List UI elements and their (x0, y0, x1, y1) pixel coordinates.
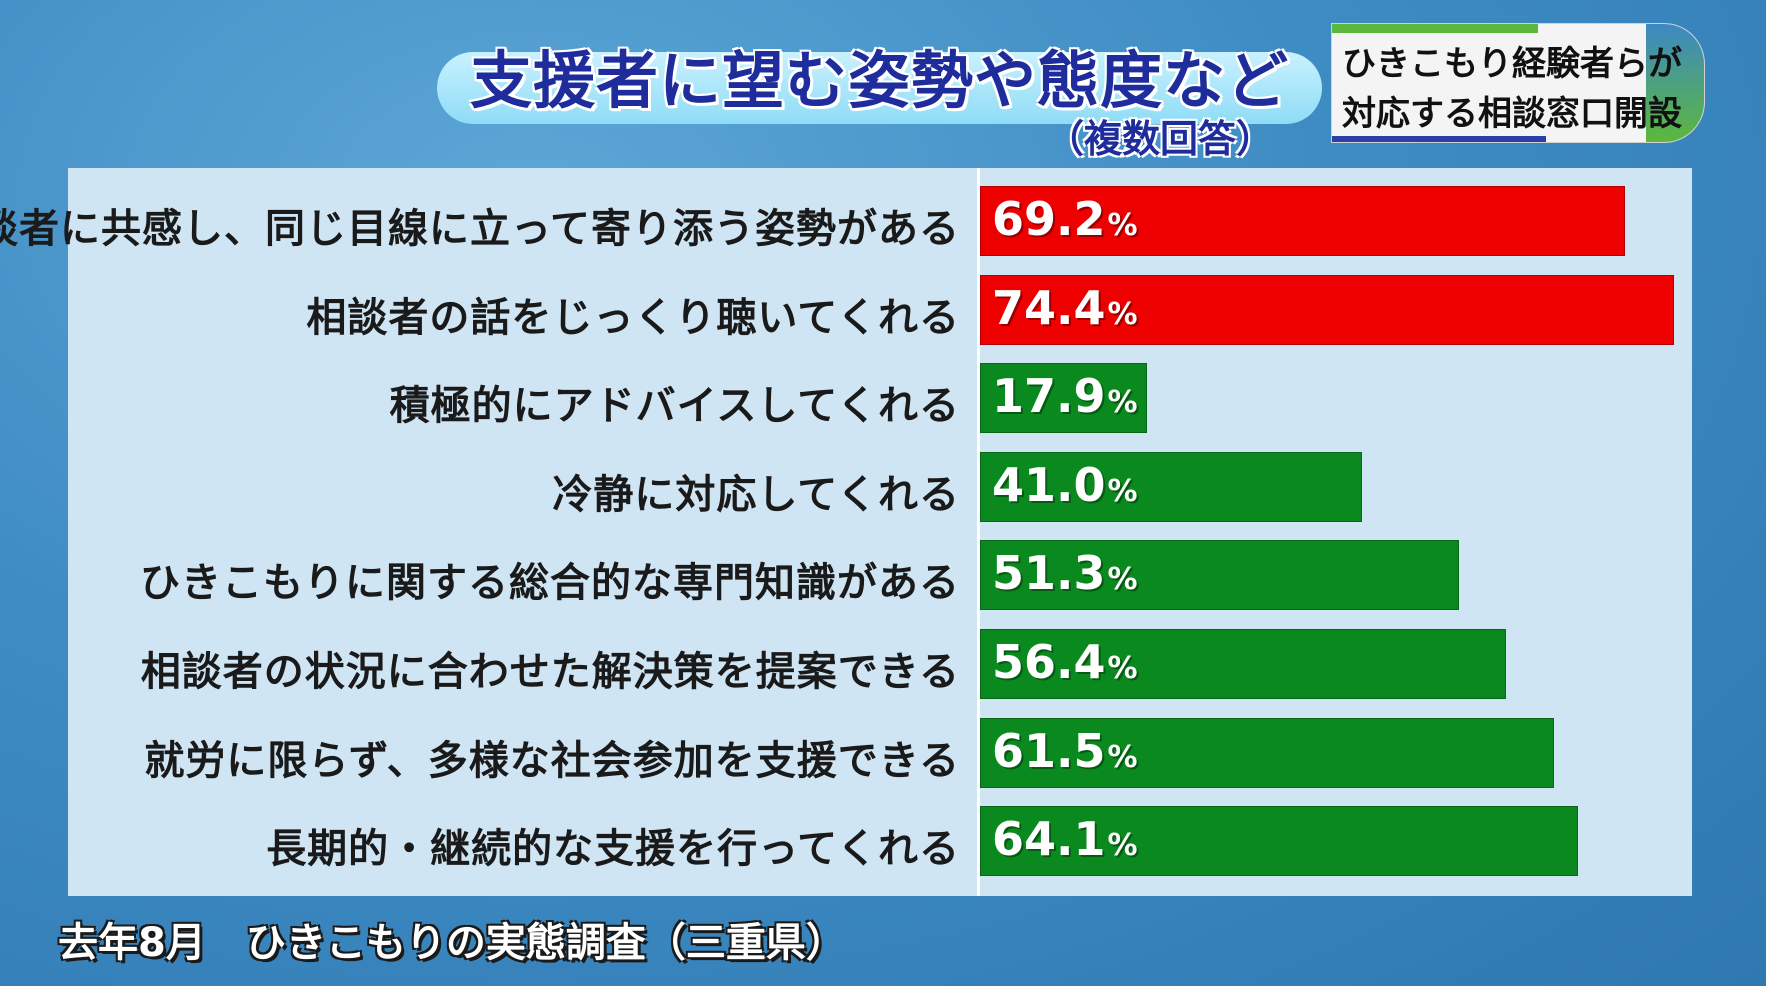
title-background (437, 52, 1322, 124)
bar-value-label: 74.4% (992, 281, 1138, 335)
chart-axis-line (977, 168, 980, 896)
side-caption-line-1: ひきこもり経験者らが (1342, 44, 1682, 84)
bar-value-unit: % (1107, 651, 1138, 686)
bar-value-unit: % (1107, 385, 1138, 421)
category-label: 相談者の話をじっくり聴いてくれる (306, 294, 960, 341)
bar-value-unit: % (1107, 208, 1138, 243)
category-label: 相談者の状況に合わせた解決策を提案できる (140, 649, 960, 695)
bar-value-unit: % (1107, 562, 1138, 598)
bar (980, 806, 1578, 877)
bar-value-label: 17.9% (992, 369, 1138, 423)
bar-value-unit: % (1107, 739, 1138, 775)
bar-value-label: 64.1% (992, 812, 1138, 866)
category-label: 冷静に対応してくれる (552, 471, 960, 518)
bar-value-number: 61.5 (992, 723, 1106, 778)
bar-value-label: 41.0% (992, 458, 1138, 512)
category-label: 相談者に共感し、同じ目線に立って寄り添う姿勢がある (0, 206, 960, 252)
bar-value-number: 17.9 (992, 369, 1106, 424)
category-label: 積極的にアドバイスしてくれる (389, 383, 960, 430)
bar-value-unit: % (1107, 473, 1138, 509)
bar-value-unit: % (1107, 296, 1138, 332)
bar (980, 451, 1363, 522)
bar-value-label: 61.5% (992, 724, 1138, 778)
chart-subtitle: （複数回答） (1045, 117, 1274, 161)
bar (980, 186, 1626, 256)
bar (980, 629, 1507, 699)
bar-value-number: 41.0 (992, 457, 1106, 512)
category-label: 長期的・継続的な支援を行ってくれる (266, 826, 960, 873)
side-caption-accent-bottom (1332, 136, 1546, 142)
bar (980, 717, 1554, 788)
category-label: ひきこもりに関する総合的な専門知識がある (140, 560, 960, 607)
bar-value-number: 74.4 (992, 280, 1106, 335)
category-label: 就労に限らず、多様な社会参加を支援できる (144, 737, 960, 784)
chart-title: 支援者に望む姿勢や態度など (469, 44, 1289, 117)
bar-value-number: 69.2 (992, 192, 1106, 246)
bar-value-number: 56.4 (992, 635, 1106, 689)
side-caption-line-2: 対応する相談窓口開設 (1342, 94, 1682, 134)
bar-value-label: 69.2% (992, 192, 1138, 246)
side-caption-box: ひきこもり経験者らが 対応する相談窓口開設 (1332, 24, 1704, 142)
side-caption-accent-top (1332, 24, 1538, 33)
side-caption-accent-right (1646, 24, 1704, 142)
bar (980, 363, 1147, 434)
bar-value-label: 51.3% (992, 546, 1138, 600)
source-caption: 去年8月 ひきこもりの実態調査（三重県） (58, 920, 846, 966)
bar (980, 540, 1459, 611)
bar-value-number: 51.3 (992, 546, 1106, 601)
bar (980, 274, 1674, 345)
bar-value-label: 56.4% (992, 635, 1138, 689)
bar-value-unit: % (1107, 828, 1138, 864)
bar-value-number: 64.1 (992, 812, 1106, 867)
